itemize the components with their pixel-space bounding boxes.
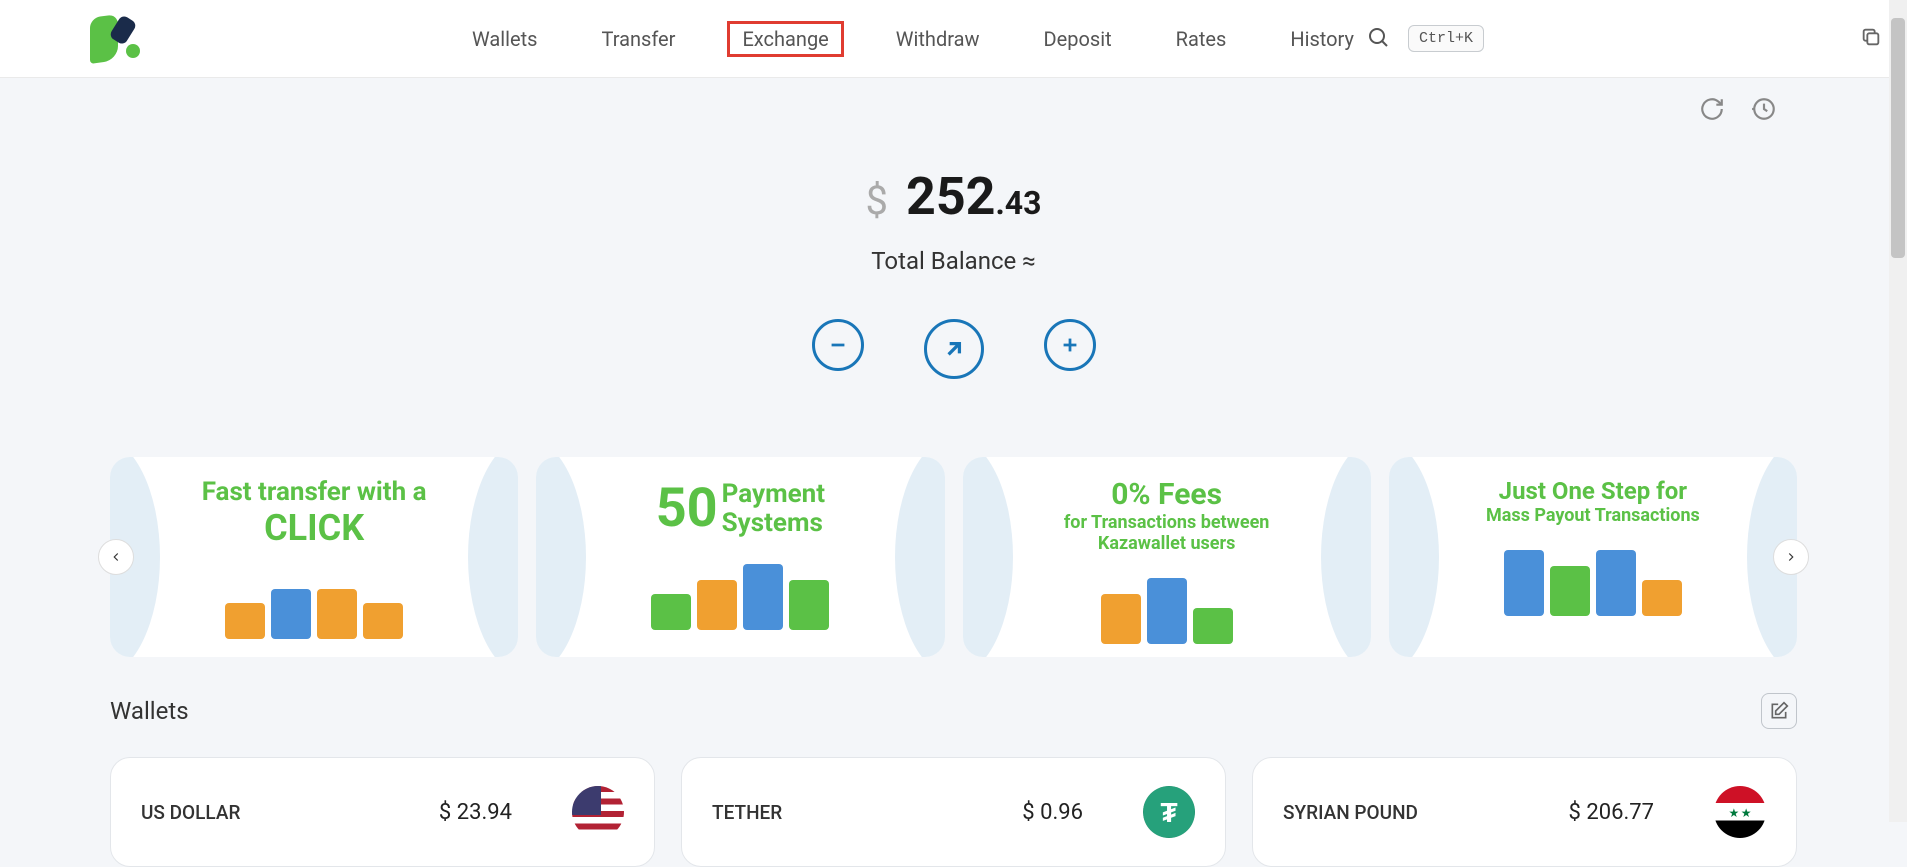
carousel-next[interactable]: [1773, 539, 1809, 575]
nav-wallets[interactable]: Wallets: [460, 21, 550, 57]
header: Wallets Transfer Exchange Withdraw Depos…: [0, 0, 1907, 78]
edit-wallets-button[interactable]: [1761, 693, 1797, 729]
wallet-card-tether[interactable]: TETHER $ 0.96 ₮: [681, 757, 1226, 867]
wallet-usd-value: $ 23.94: [439, 800, 512, 825]
balance-cents: .43: [996, 184, 1042, 222]
flag-us-icon: [572, 786, 624, 838]
nav-withdraw[interactable]: Withdraw: [884, 21, 992, 57]
flag-syria-icon: [1714, 786, 1766, 838]
header-right: Ctrl+K: [1366, 18, 1907, 60]
shortcut-badge[interactable]: Ctrl+K: [1408, 25, 1484, 52]
history-icon[interactable]: [1751, 96, 1777, 126]
balance-section: $ 252.43 Total Balance ≈: [110, 166, 1797, 379]
nav-history[interactable]: History: [1278, 21, 1366, 57]
top-actions: [1699, 96, 1777, 126]
wallet-cards: US DOLLAR $ 23.94 TETHER $ 0.96 ₮ SYRIAN…: [110, 757, 1797, 867]
promo-2-stack1: Payment: [722, 480, 825, 509]
promo-1-illustration: [130, 559, 498, 639]
scrollbar-thumb[interactable]: [1891, 18, 1905, 258]
main-content: $ 252.43 Total Balance ≈ Fast transfer w…: [0, 78, 1907, 867]
promo-2-big: 50: [656, 477, 718, 540]
promo-3-illustration: [983, 564, 1351, 644]
promo-2-illustration: [556, 550, 924, 630]
search-icon[interactable]: [1366, 25, 1390, 53]
promo-4-illustration: [1409, 536, 1777, 616]
scrollbar[interactable]: [1889, 0, 1907, 822]
promo-1-line2: CLICK: [130, 507, 498, 549]
nav-rates[interactable]: Rates: [1164, 21, 1239, 57]
action-circles: [110, 319, 1797, 379]
flag-tether-icon: ₮: [1143, 786, 1195, 838]
promo-2-stack2: Systems: [722, 509, 825, 538]
promo-card-1[interactable]: Fast transfer with a CLICK: [110, 457, 518, 657]
wallet-card-syp[interactable]: SYRIAN POUND $ 206.77: [1252, 757, 1797, 867]
logo[interactable]: [90, 16, 140, 62]
promo-card-2[interactable]: 50 Payment Systems: [536, 457, 944, 657]
promo-card-4[interactable]: Just One Step for Mass Payout Transactio…: [1389, 457, 1797, 657]
wallet-syp-name: SYRIAN POUND: [1283, 801, 1418, 824]
wallet-usd-name: US DOLLAR: [141, 801, 240, 824]
promo-4-line1: Just One Step for: [1409, 477, 1777, 505]
plus-button[interactable]: [1044, 319, 1096, 371]
currency-symbol: $: [866, 177, 888, 224]
balance-label: Total Balance ≈: [110, 247, 1797, 275]
wallets-header: Wallets: [110, 693, 1797, 729]
balance-amount: $ 252.43: [110, 166, 1797, 227]
main-nav: Wallets Transfer Exchange Withdraw Depos…: [460, 21, 1366, 57]
promo-3-line1: 0% Fees: [983, 477, 1351, 512]
promo-3-sub1: for Transactions between: [983, 512, 1351, 533]
wallet-tether-name: TETHER: [712, 801, 782, 824]
wallet-tether-value: $ 0.96: [1022, 800, 1083, 825]
wallet-syp-value: $ 206.77: [1569, 800, 1654, 825]
copy-icon[interactable]: [1860, 26, 1882, 52]
carousel-prev[interactable]: [98, 539, 134, 575]
wallets-title: Wallets: [110, 697, 189, 725]
nav-transfer[interactable]: Transfer: [590, 21, 688, 57]
send-button[interactable]: [924, 319, 984, 379]
refresh-icon[interactable]: [1699, 96, 1725, 126]
balance-whole: 252: [906, 166, 996, 227]
minus-button[interactable]: [812, 319, 864, 371]
promo-card-3[interactable]: 0% Fees for Transactions between Kazawal…: [963, 457, 1371, 657]
promo-4-sub1: Mass Payout Transactions: [1409, 505, 1777, 526]
promo-1-line1: Fast transfer with a: [130, 477, 498, 507]
nav-exchange[interactable]: Exchange: [727, 21, 843, 57]
promo-carousel: Fast transfer with a CLICK 50 Payment Sy…: [110, 457, 1797, 657]
promo-3-sub2: Kazawallet users: [983, 533, 1351, 554]
wallet-card-usd[interactable]: US DOLLAR $ 23.94: [110, 757, 655, 867]
nav-deposit[interactable]: Deposit: [1032, 21, 1124, 57]
